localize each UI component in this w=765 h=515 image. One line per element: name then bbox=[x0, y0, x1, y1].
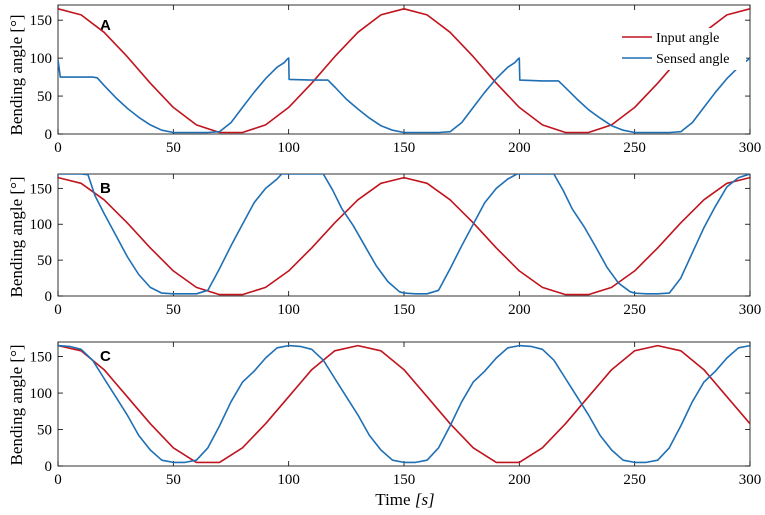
x-tick-label-a: 150 bbox=[393, 140, 416, 156]
y-tick-label-a: 150 bbox=[30, 13, 53, 29]
x-tick-label-a: 50 bbox=[166, 140, 181, 156]
x-tick-label-a: 250 bbox=[623, 140, 646, 156]
y-tick-label-b: 50 bbox=[37, 253, 52, 269]
x-tick-label-b: 100 bbox=[277, 302, 300, 318]
x-tick-label-b: 150 bbox=[393, 302, 416, 318]
y-tick-label-a: 50 bbox=[37, 89, 52, 105]
x-tick-label-a: 100 bbox=[277, 140, 300, 156]
panel-label-b: B bbox=[100, 180, 111, 197]
y-tick-label-a: 100 bbox=[30, 51, 53, 67]
x-tick-label-c: 300 bbox=[739, 472, 762, 488]
y-tick-label-c: 100 bbox=[30, 386, 53, 402]
x-tick-label-c: 200 bbox=[508, 472, 531, 488]
x-axis-label-main: Time bbox=[375, 490, 415, 509]
legend-label-input: Input angle bbox=[656, 31, 719, 46]
y-tick-label-a: 0 bbox=[45, 127, 53, 143]
plot-frame-c bbox=[57, 341, 751, 467]
x-tick-label-c: 100 bbox=[277, 472, 300, 488]
x-tick-label-b: 300 bbox=[739, 302, 762, 318]
x-tick-label-a: 0 bbox=[54, 140, 62, 156]
y-tick-label-c: 150 bbox=[30, 350, 53, 366]
x-tick-label-b: 0 bbox=[54, 302, 62, 318]
x-tick-label-c: 50 bbox=[166, 472, 181, 488]
panel-b: B Bending angle [°] 0 50 100 150 200 250 300 0 5… bbox=[7, 173, 762, 318]
panel-c: C Bending angle [°] 0 50 100 150 200 250 300 0 5… bbox=[7, 341, 762, 488]
y-tick-label-b: 0 bbox=[45, 289, 53, 305]
x-tick-label-c: 250 bbox=[623, 472, 646, 488]
plot-frame-b bbox=[57, 173, 751, 297]
y-tick-label-c: 0 bbox=[45, 459, 53, 475]
panel-a: A Bending angle [°] 0 50 100 150 200 250 300 0 5… bbox=[7, 4, 762, 156]
legend: Input angle Sensed angle bbox=[620, 28, 746, 70]
series-line-sensed-b bbox=[58, 174, 750, 295]
series-line-input-a bbox=[58, 8, 750, 134]
y-tick-label-c: 50 bbox=[37, 423, 52, 439]
x-tick-label-b: 250 bbox=[623, 302, 646, 318]
series-line-sensed-c bbox=[58, 344, 750, 464]
x-axis-label-unit: [s] bbox=[415, 490, 435, 509]
x-tick-label-c: 150 bbox=[393, 472, 416, 488]
y-axis-label-b: Bending angle [°] bbox=[7, 176, 26, 297]
series-line-input-c bbox=[58, 344, 750, 464]
y-axis-label-c: Bending angle [°] bbox=[7, 344, 26, 465]
y-tick-label-b: 100 bbox=[30, 217, 53, 233]
x-tick-label-b: 200 bbox=[508, 302, 531, 318]
x-tick-label-c: 0 bbox=[54, 472, 62, 488]
panel-label-a: A bbox=[100, 17, 111, 34]
x-tick-label-a: 300 bbox=[739, 140, 762, 156]
legend-label-sensed: Sensed angle bbox=[656, 52, 729, 67]
x-tick-label-b: 50 bbox=[166, 302, 181, 318]
panel-label-c: C bbox=[100, 348, 111, 365]
y-tick-label-b: 150 bbox=[30, 181, 53, 197]
x-tick-label-a: 200 bbox=[508, 140, 531, 156]
series-line-sensed-a bbox=[58, 57, 750, 134]
legend-box bbox=[620, 28, 746, 70]
x-axis-label: Time [s] bbox=[375, 490, 434, 509]
y-axis-label-a: Bending angle [°] bbox=[7, 14, 26, 135]
series-line-input-b bbox=[58, 176, 750, 296]
